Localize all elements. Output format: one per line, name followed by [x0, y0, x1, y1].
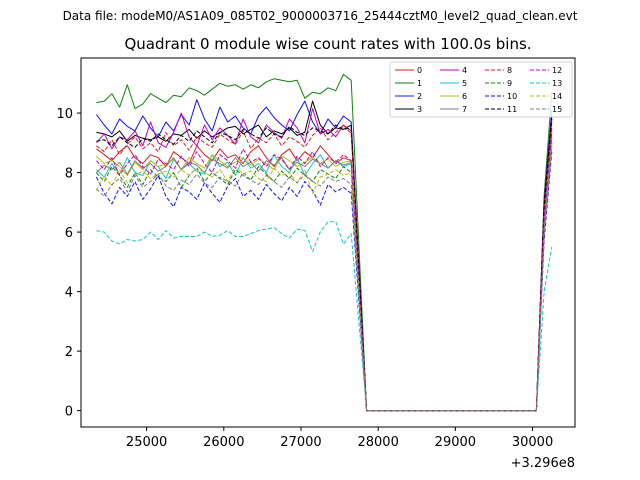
legend-label-0: 0 — [417, 66, 422, 75]
series-line-2 — [95, 99, 553, 412]
legend-label-12: 12 — [552, 66, 562, 75]
y-tick-label: 8 — [65, 167, 73, 182]
legend-label-2: 2 — [417, 92, 422, 101]
x-tick-label: 26000 — [203, 435, 244, 450]
legend-label-8: 8 — [507, 66, 512, 75]
series-layer — [95, 73, 553, 412]
series-line-8 — [96, 121, 553, 412]
chart-title: Quadrant 0 module wise count rates with … — [124, 35, 531, 53]
x-tick-label: 28000 — [357, 435, 398, 450]
x-tick-label: 30000 — [512, 435, 553, 450]
legend-label-5: 5 — [462, 79, 467, 88]
series-line-1 — [96, 73, 553, 412]
legend-label-1: 1 — [417, 79, 422, 88]
legend-label-11: 11 — [507, 105, 517, 114]
legend-label-14: 14 — [552, 92, 562, 101]
y-tick-label: 10 — [56, 107, 73, 122]
x-offset-label: +3.296e8 — [511, 456, 575, 471]
legend-label-9: 9 — [507, 79, 512, 88]
figure-suptitle: Data file: modeM0/AS1A09_085T02_90000037… — [63, 9, 578, 23]
y-tick-label: 2 — [65, 345, 73, 360]
legend-label-10: 10 — [507, 92, 517, 101]
series-line-13 — [96, 221, 553, 412]
series-line-15 — [96, 145, 553, 412]
y-tick-label: 4 — [65, 286, 73, 301]
legend-label-7: 7 — [462, 105, 467, 114]
y-tick-label: 0 — [65, 405, 73, 420]
axes-layer: 25000 26000 27000 28000 29000 300000246810+3.… — [56, 57, 576, 471]
series-line-14 — [95, 142, 553, 412]
y-tick-label: 6 — [65, 226, 73, 241]
series-line-4 — [96, 108, 553, 412]
legend-label-6: 6 — [462, 92, 467, 101]
x-tick-label: 27000 — [280, 435, 321, 450]
series-line-9 — [96, 142, 553, 412]
x-tick-label: 29000 — [435, 435, 476, 450]
legend-label-4: 4 — [462, 66, 467, 75]
legend-label-13: 13 — [552, 79, 562, 88]
series-line-10 — [95, 151, 553, 412]
legend-label-15: 15 — [552, 105, 562, 114]
series-line-11 — [96, 118, 553, 412]
x-tick-label: 25000 — [126, 435, 167, 450]
series-line-12 — [96, 130, 553, 412]
legend-label-3: 3 — [417, 105, 422, 114]
legend-frame — [389, 61, 573, 118]
axes-frame — [80, 57, 576, 428]
